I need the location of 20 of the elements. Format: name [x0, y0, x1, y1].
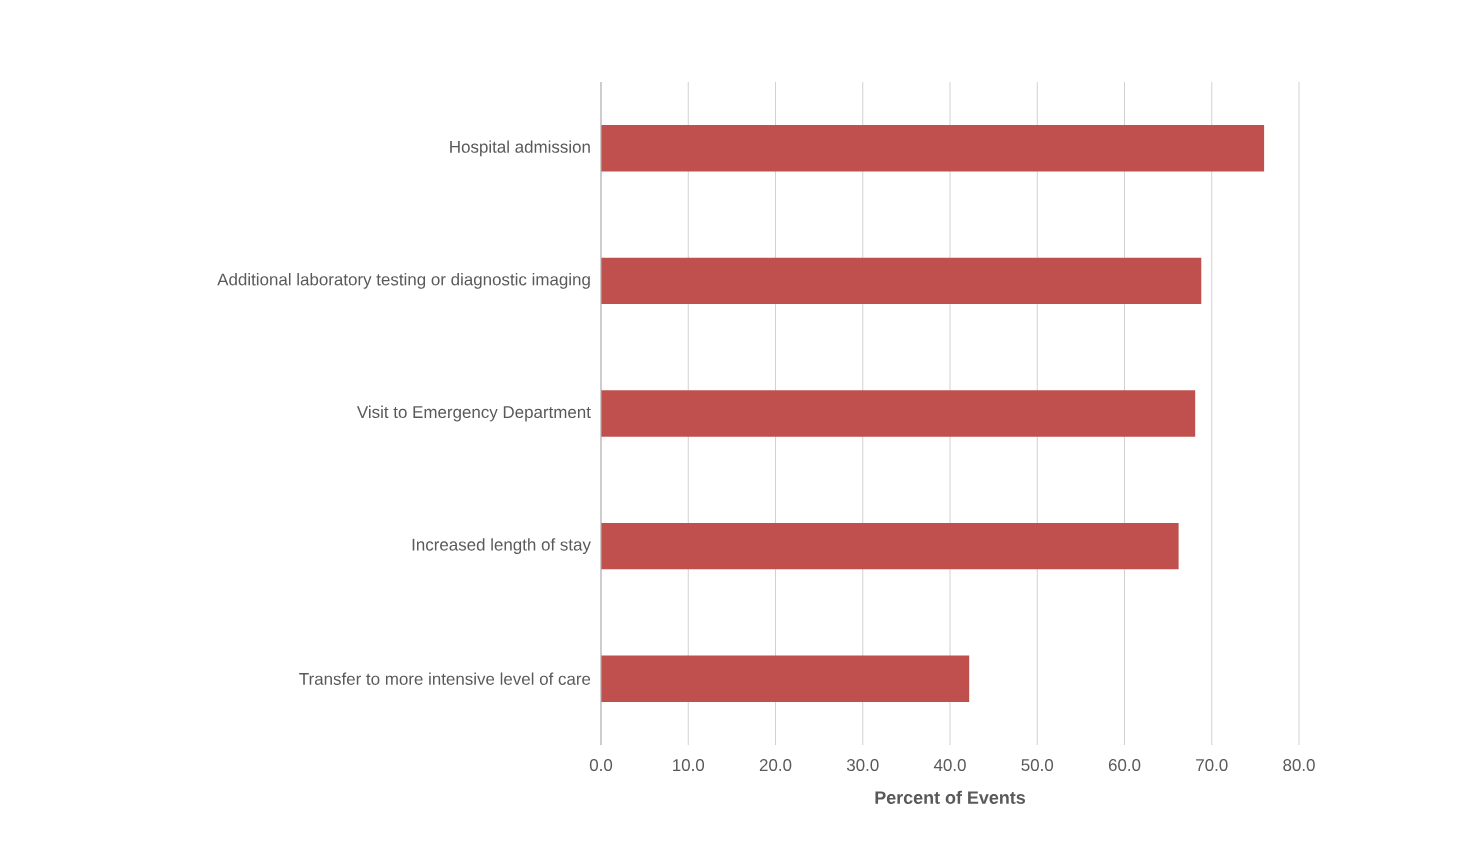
x-tick-label: 80.0	[1283, 759, 1315, 772]
y-tick-label: Additional laboratory testing or diagnostic imaging	[217, 273, 590, 289]
bar	[601, 125, 1265, 172]
x-tick-label: 40.0	[933, 759, 966, 772]
x-tick-label: 60.0	[1108, 759, 1141, 772]
y-tick-label: Visit to Emergency Department	[356, 405, 591, 422]
bar	[601, 655, 970, 702]
bar	[601, 257, 1202, 305]
x-axis-title: Percent of Events	[875, 790, 1026, 804]
bar	[601, 390, 1196, 437]
x-tick-label: 70.0	[1196, 759, 1228, 772]
y-tick-label: Increased length of stay	[412, 538, 591, 554]
y-tick-label: Transfer to more intensive level of care	[299, 672, 591, 685]
x-tick-label: 0.0	[589, 759, 613, 772]
x-tick-label: 30.0	[846, 759, 879, 772]
y-tick-label: Hospital admission	[450, 140, 590, 157]
x-tick-label: 20.0	[759, 759, 792, 772]
bar	[601, 522, 1179, 570]
x-tick-label: 50.0	[1021, 759, 1054, 772]
x-tick-label: 10.0	[673, 759, 705, 772]
